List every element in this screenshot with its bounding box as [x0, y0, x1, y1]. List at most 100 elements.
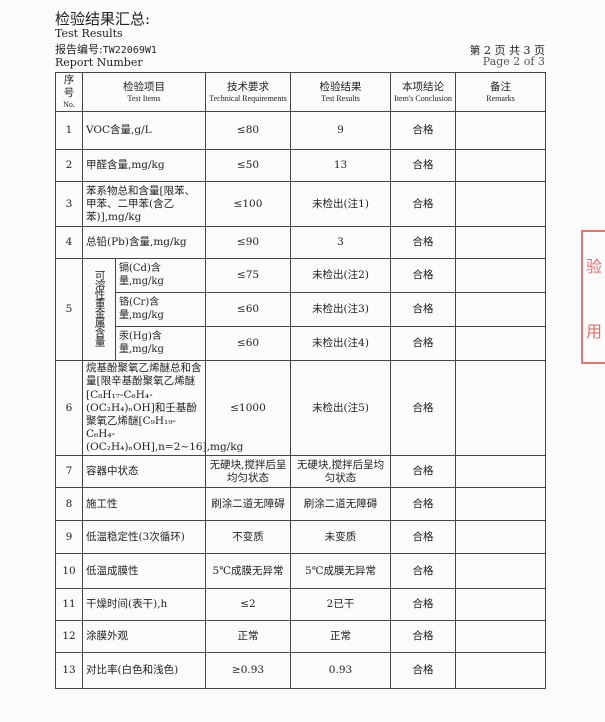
- table-row: 铬(Cr)含量,mg/kg ≤60 未检出(注3) 合格: [56, 292, 546, 328]
- table-cell: 6: [55, 360, 83, 457]
- table-cell: 13: [55, 652, 83, 690]
- table-cell: 5: [55, 258, 83, 362]
- column-header: 本项结论 Item's Conclusion: [390, 71, 456, 113]
- column-header: 检验结果 Test Results: [290, 71, 391, 113]
- column-header: 序号 No.: [55, 71, 83, 113]
- table-cell: ≤80: [205, 111, 291, 151]
- table-cell: 合格: [390, 487, 456, 522]
- table-cell: 正常: [205, 620, 291, 654]
- table-cell: [455, 620, 546, 654]
- table-cell: 2: [55, 149, 83, 183]
- report-number-en: Report Number: [55, 56, 143, 69]
- table-row: 8 施工性 刷涂二道无障碍 刷涂二道无障碍 合格: [55, 487, 546, 522]
- table-cell: ≤100: [205, 181, 291, 228]
- table-cell: ≤75: [205, 258, 291, 294]
- table-row: 4 总铅(Pb)含量,mg/kg ≤90 3 合格: [55, 226, 546, 260]
- page-cn: 第 2 页 共 3 页: [469, 44, 545, 57]
- results-table: 序号 No. 检验项目 Test Items 技术要求 Technical Require…: [55, 71, 546, 690]
- table-row: 3 苯系物总和含量[限苯、甲苯、二甲苯(含乙苯)],mg/kg ≤100 未检出(注1…: [55, 181, 546, 228]
- table-row: 12 涂膜外观 正常 正常 合格: [55, 620, 546, 654]
- table-cell: VOC含量,g/L: [82, 111, 206, 151]
- table-cell: [455, 652, 546, 690]
- table-cell: 低温稳定性(3次循环): [82, 520, 206, 555]
- table-cell: [455, 326, 546, 362]
- table-cell: 3: [290, 226, 391, 260]
- table-cell: 无硬块,搅拌后呈均匀状态: [205, 455, 291, 489]
- table-row: 10 低温成膜性 5℃成膜无异常 5℃成膜无异常 合格: [55, 553, 546, 590]
- table-cell: ≤90: [205, 226, 291, 260]
- table-cell: 合格: [390, 292, 456, 328]
- table-cell: 7: [55, 455, 83, 489]
- table-cell: 13: [290, 149, 391, 183]
- table-cell: 未检出(注3): [290, 292, 391, 328]
- table-cell: 合格: [390, 149, 456, 183]
- table-cell: 未变质: [290, 520, 391, 555]
- table-cell: 合格: [390, 226, 456, 260]
- table-cell: 低温成膜性: [82, 553, 206, 590]
- table-row: 5 可溶性重金属含量 镉(Cd)含量,mg/kg ≤75 未检出(注2) 合格: [55, 258, 546, 362]
- table-cell: ≤60: [205, 326, 291, 362]
- table-cell: 10: [55, 553, 83, 590]
- table-cell: 12: [55, 620, 83, 654]
- table-cell: 合格: [390, 258, 456, 294]
- table-cell: 未检出(注5): [290, 360, 391, 457]
- table-row: 1 VOC含量,g/L ≤80 9 合格: [55, 111, 546, 151]
- table-cell: [455, 181, 546, 228]
- table-cell: [455, 292, 546, 328]
- table-cell: [455, 487, 546, 522]
- table-cell: 正常: [290, 620, 391, 654]
- report-number: 报告编号:TW22069W1: [55, 43, 157, 56]
- table-cell: 合格: [390, 111, 456, 151]
- table-cell: 合格: [390, 652, 456, 690]
- table-cell: 2已干: [290, 588, 391, 622]
- seal-stamp: 验用: [581, 230, 605, 364]
- table-cell: 涂膜外观: [82, 620, 206, 654]
- table-cell: [455, 111, 546, 151]
- table-cell: 合格: [390, 553, 456, 590]
- table-row: 6 烷基酚聚氧乙烯醚总和含量[限辛基酚聚氧乙烯醚[C₈H₁₇-C₆H₄-(OC₂H…: [55, 360, 546, 457]
- table-cell: [455, 455, 546, 489]
- table-cell: [455, 553, 546, 590]
- column-header: 检验项目 Test Items: [82, 71, 206, 113]
- table-cell: ≤50: [205, 149, 291, 183]
- table-cell: 干燥时间(表干),h: [82, 588, 206, 622]
- title-en: Test Results: [55, 27, 123, 40]
- table-cell: 合格: [390, 588, 456, 622]
- table-cell: 容器中状态: [82, 455, 206, 489]
- table-cell: 合格: [390, 520, 456, 555]
- table-cell: [455, 258, 546, 294]
- column-header: 备注 Remarks: [455, 71, 546, 113]
- table-cell: ≥0.93: [205, 652, 291, 690]
- table-cell: 1: [55, 111, 83, 151]
- table-cell: 甲醛含量,mg/kg: [82, 149, 206, 183]
- table-cell: 不变质: [205, 520, 291, 555]
- table-row: 汞(Hg)含量,mg/kg ≤60 未检出(注4) 合格: [56, 326, 546, 362]
- table-cell: [455, 226, 546, 260]
- title-cn: 检验结果汇总:: [55, 10, 151, 28]
- table-cell: 8: [55, 487, 83, 522]
- table-cell: 苯系物总和含量[限苯、甲苯、二甲苯(含乙苯)],mg/kg: [82, 181, 206, 228]
- table-cell: 未检出(注2): [290, 258, 391, 294]
- table-cell: 9: [55, 520, 83, 555]
- table-row: 9 低温稳定性(3次循环) 不变质 未变质 合格: [55, 520, 546, 555]
- table-cell: 合格: [390, 620, 456, 654]
- table-cell: 0.93: [290, 652, 391, 690]
- table-row: 7 容器中状态 无硬块,搅拌后呈均匀状态 无硬块,搅拌后呈均匀状态 合格: [55, 455, 546, 489]
- table-cell: 合格: [390, 181, 456, 228]
- table-cell: 5℃成膜无异常: [205, 553, 291, 590]
- table-cell: 无硬块,搅拌后呈均匀状态: [290, 455, 391, 489]
- table-cell: 对比率(白色和浅色): [82, 652, 206, 690]
- table-cell: 未检出(注1): [290, 181, 391, 228]
- table-cell: ≤1000: [205, 360, 291, 457]
- table-cell: 合格: [390, 360, 456, 457]
- table-cell: 4: [55, 226, 83, 260]
- table-row: 11 干燥时间(表干),h ≤2 2已干 合格: [55, 588, 546, 622]
- table-cell: 11: [55, 588, 83, 622]
- table-row: 2 甲醛含量,mg/kg ≤50 13 合格: [55, 149, 546, 183]
- table-cell: 3: [55, 181, 83, 228]
- table-cell: 镉(Cd)含量,mg/kg: [115, 258, 206, 294]
- table-cell: ≤60: [205, 292, 291, 328]
- table-cell: [455, 149, 546, 183]
- table-cell: 刷涂二道无障碍: [290, 487, 391, 522]
